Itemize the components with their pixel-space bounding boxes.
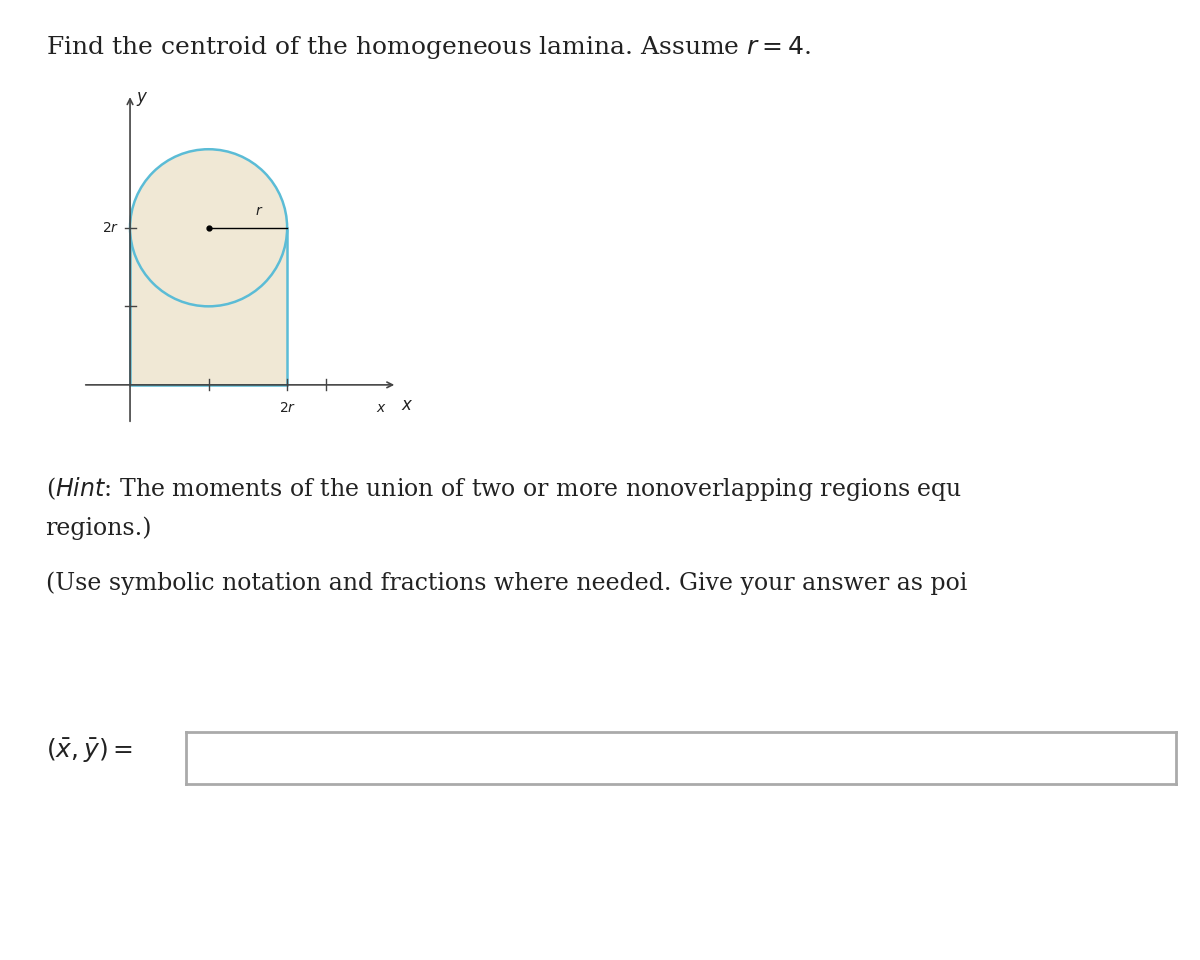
Text: regions.): regions.): [46, 516, 152, 540]
Text: $2r$: $2r$: [102, 221, 119, 235]
Text: ($\it{Hint}$: The moments of the union of two or more nonoverlapping regions equ: ($\it{Hint}$: The moments of the union o…: [46, 475, 962, 503]
Text: $x$: $x$: [401, 396, 414, 414]
Text: Find the centroid of the homogeneous lamina. Assume $r = 4$.: Find the centroid of the homogeneous lam…: [46, 34, 811, 60]
Text: $x$: $x$: [376, 400, 386, 415]
Text: $r$: $r$: [256, 204, 264, 218]
Text: $2r$: $2r$: [278, 400, 295, 415]
Bar: [130, 228, 287, 385]
Text: $(\bar{x}, \bar{y}) =$: $(\bar{x}, \bar{y}) =$: [46, 736, 133, 765]
Circle shape: [130, 149, 287, 306]
Text: (Use symbolic notation and fractions where needed. Give your answer as poi: (Use symbolic notation and fractions whe…: [46, 571, 967, 595]
Text: $y$: $y$: [137, 90, 149, 108]
